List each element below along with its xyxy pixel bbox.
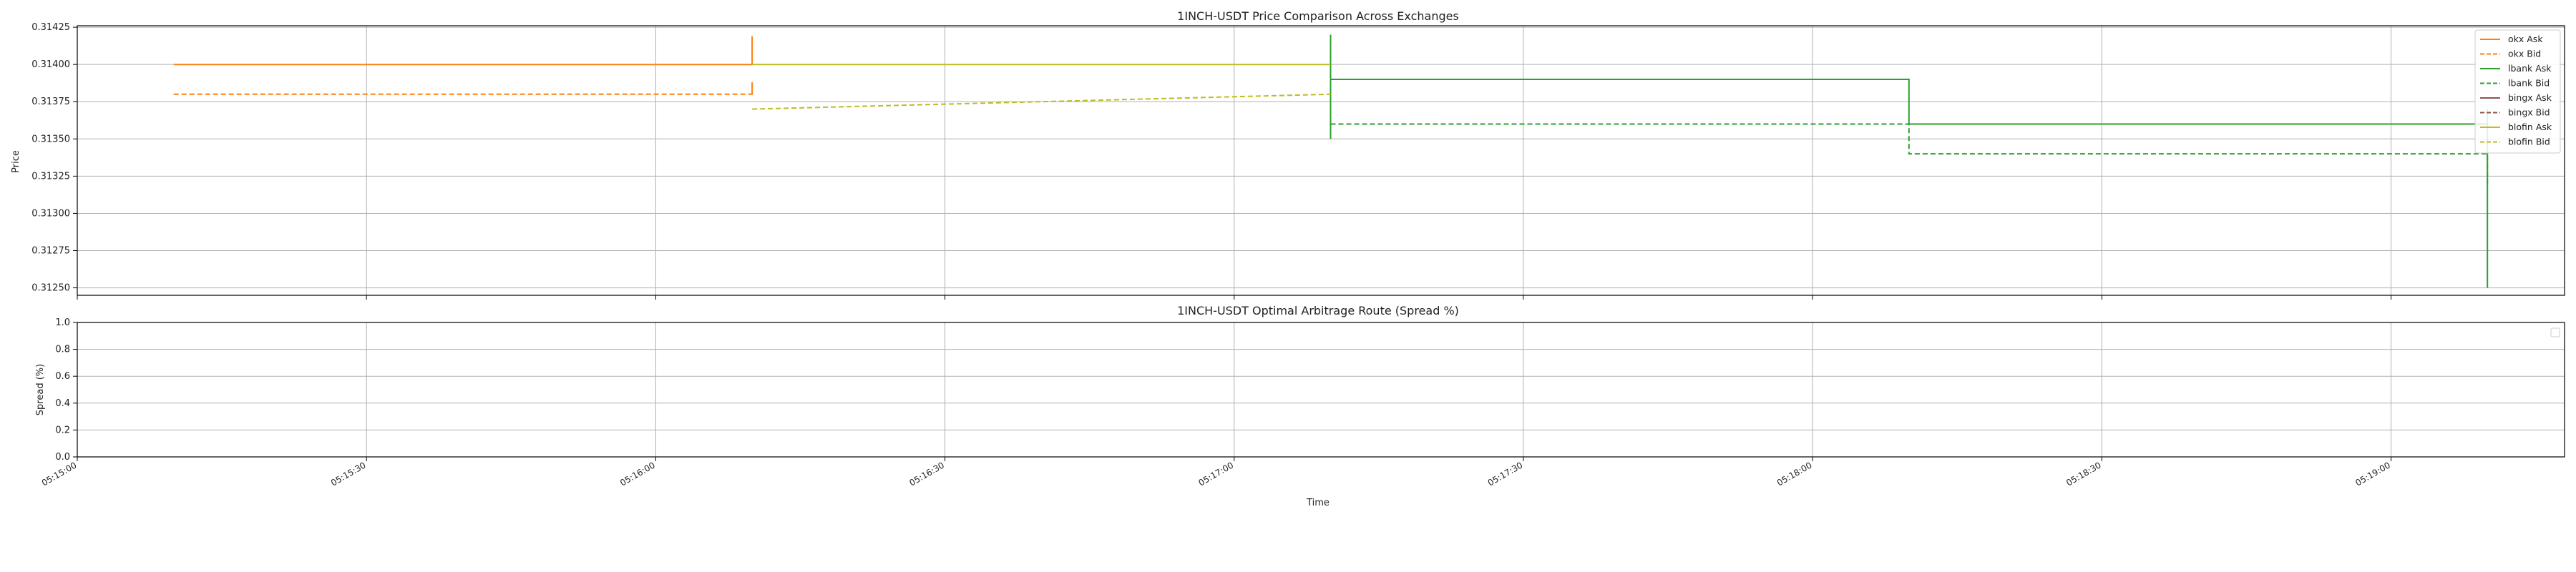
legend-label: lbank Ask <box>2508 63 2552 74</box>
spread-chart-xlabel: Time <box>1306 498 1330 508</box>
price-chart-ylabel: Price <box>11 150 21 173</box>
legend-label: bingx Bid <box>2508 107 2550 118</box>
price-chart-frame <box>77 25 2565 296</box>
legend-box <box>2474 29 2561 154</box>
y-tick-label: 0.2 <box>55 425 70 435</box>
price-chart-title: 1INCH-USDT Price Comparison Across Excha… <box>1177 9 1459 23</box>
series-blofin-bid <box>752 93 1331 110</box>
y-tick-label: 0.0 <box>55 452 70 463</box>
series-lbank-bid <box>1330 123 2489 184</box>
y-tick-label: 0.31350 <box>31 134 70 144</box>
legend-label: okx Ask <box>2508 34 2543 44</box>
price-chart-legend: okx Ask okx Bid lbank Ask lbank Bid bingx As… <box>2474 29 2561 154</box>
y-tick-label: 0.31425 <box>31 22 70 33</box>
y-tick-label: 0.31275 <box>31 246 70 257</box>
series-okx-ask <box>173 36 753 66</box>
y-tick-label: 1.0 <box>55 317 70 328</box>
y-tick-label: 0.31325 <box>31 171 70 182</box>
spread-chart-legend-box <box>2550 327 2560 337</box>
spread-chart-frame <box>77 322 2565 458</box>
y-tick-label: 0.31400 <box>31 59 70 70</box>
price-chart: 0.31250 0.31275 0.31300 0.31325 0.31350 0.313… <box>11 9 2565 300</box>
y-tick-label: 0.6 <box>55 371 70 382</box>
spread-chart-title: 1INCH-USDT Optimal Arbitrage Route (Spre… <box>1177 304 1459 317</box>
price-chart-series <box>173 34 2489 288</box>
spread-chart-ylabel: Spread (%) <box>35 364 46 415</box>
legend-label: blofin Ask <box>2508 122 2552 132</box>
y-tick-label: 0.31375 <box>31 97 70 107</box>
y-tick-label: 0.31250 <box>31 283 70 294</box>
price-chart-y-ticks: 0.31250 0.31275 0.31300 0.31325 0.31350 0.313… <box>31 22 77 294</box>
y-tick-label: 0.8 <box>55 345 70 355</box>
series-lbank-ask <box>1330 34 2489 288</box>
series-okx-bid <box>173 82 753 95</box>
price-chart-grid <box>77 26 2565 295</box>
legend-label: lbank Bid <box>2508 78 2550 89</box>
y-tick-label: 0.31300 <box>31 208 70 219</box>
legend-label: okx Bid <box>2508 49 2541 59</box>
spread-chart-y-ticks: 0.0 0.2 0.4 0.6 0.8 1.0 <box>55 317 77 463</box>
legend-label: blofin Bid <box>2508 137 2550 147</box>
y-tick-label: 0.4 <box>55 398 70 409</box>
legend-label: bingx Ask <box>2508 92 2552 103</box>
price-chart-x-ticks <box>77 295 2391 300</box>
